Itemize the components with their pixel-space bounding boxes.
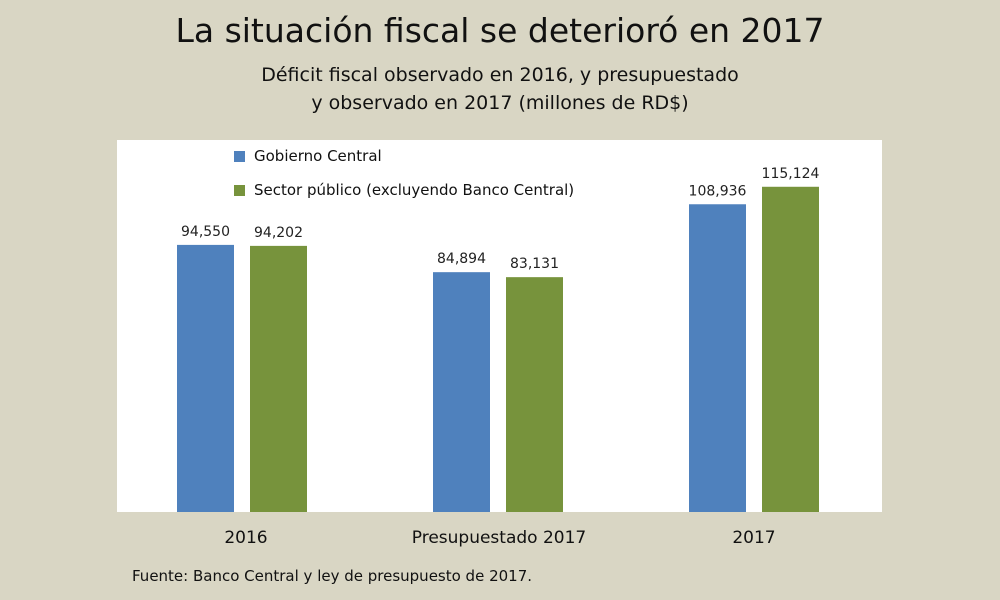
- bar-gobierno-0: [177, 244, 234, 512]
- chart-title: La situación fiscal se deterioró en 2017: [175, 11, 825, 50]
- data-label-sector-2: 115,124: [762, 166, 820, 182]
- legend-item-sector-publico: Sector público (excluyendo Banco Central…: [234, 181, 574, 199]
- bar-gobierno-1: [433, 272, 490, 512]
- data-label-sector-1: 83,131: [510, 256, 559, 272]
- data-label-gobierno-0: 94,550: [181, 224, 230, 240]
- legend-swatch-sector-publico: [234, 184, 245, 196]
- data-label-sector-0: 94,202: [254, 225, 303, 241]
- data-label-gobierno-2: 108,936: [689, 183, 747, 199]
- legend-swatch-gobierno-central: [234, 150, 245, 162]
- bar-sector-0: [250, 245, 307, 513]
- bar-chart: 94,550 84,894 108,936 94,202 83,131 115,124: [177, 166, 820, 513]
- legend-label-gobierno-central: Gobierno Central: [254, 147, 382, 165]
- legend-label-sector-publico: Sector público (excluyendo Banco Central…: [254, 181, 575, 199]
- category-label-presupuestado-2017: Presupuestado 2017: [411, 528, 587, 548]
- category-label-2016: 2016: [224, 528, 268, 548]
- bar-sector-1: [506, 277, 563, 512]
- data-label-gobierno-1: 84,894: [437, 251, 486, 267]
- bar-gobierno-2: [689, 204, 746, 512]
- chart-subtitle-line2: y observado en 2017 (millones de RD$): [311, 92, 689, 114]
- bar-sector-2: [762, 186, 819, 512]
- chart-subtitle-line1: Déficit fiscal observado en 2016, y pres…: [261, 64, 739, 86]
- category-label-2017: 2017: [732, 528, 776, 548]
- source-note: Fuente: Banco Central y ley de presupues…: [132, 567, 533, 585]
- legend-item-gobierno-central: Gobierno Central: [234, 147, 382, 165]
- plot-area: 94,550 84,894 108,936 94,202 83,131 115,124 G…: [117, 140, 882, 513]
